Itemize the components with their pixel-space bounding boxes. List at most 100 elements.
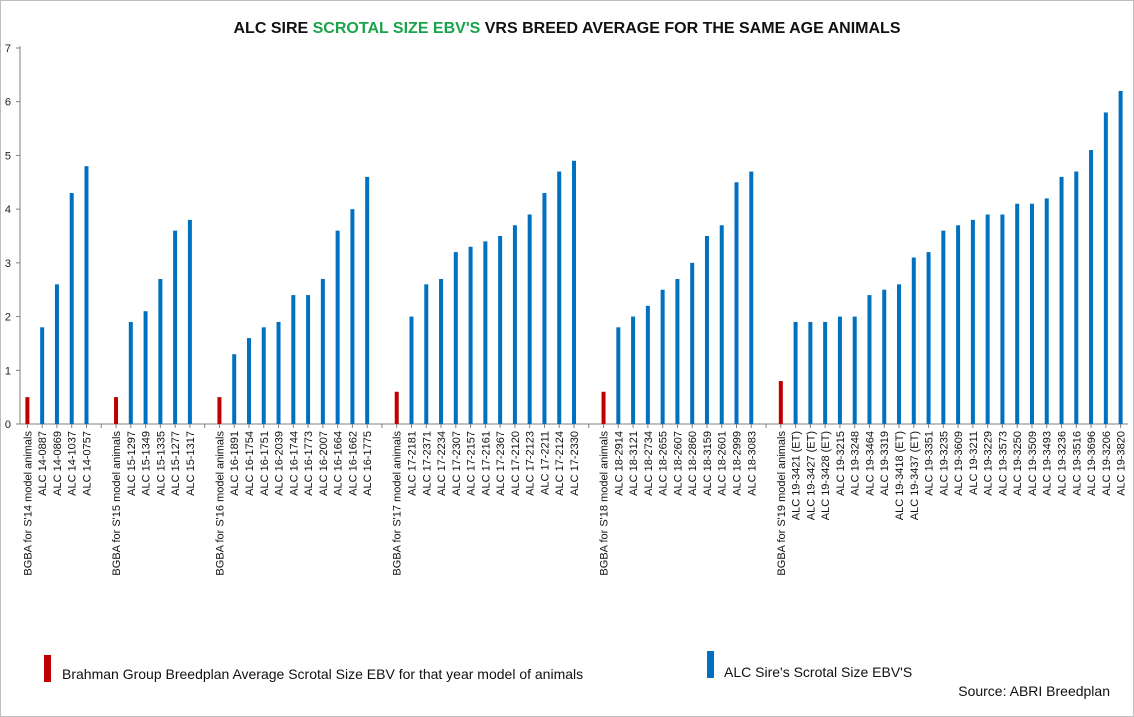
sire-bar bbox=[837, 316, 842, 424]
sire-bar bbox=[956, 225, 961, 424]
sire-bar bbox=[483, 241, 488, 424]
x-tick-label: BGBA for S'14 model animals bbox=[22, 431, 34, 576]
sire-bar bbox=[704, 236, 709, 424]
title-prefix: ALC SIRE bbox=[233, 20, 313, 37]
x-tick-label: ALC 15-1277 bbox=[170, 431, 182, 496]
sire-bar bbox=[54, 284, 59, 424]
x-tick-label: ALC 19-3428 (ET) bbox=[820, 431, 832, 520]
x-tick-label: ALC 17-2234 bbox=[436, 431, 448, 496]
x-tick-label: ALC 17-2120 bbox=[510, 431, 522, 496]
x-tick-label: BGBA for S'17 model animals bbox=[392, 431, 404, 576]
sire-bar bbox=[926, 252, 931, 424]
x-tick-label: ALC 19-3236 bbox=[1057, 431, 1069, 496]
sire-bar bbox=[690, 262, 695, 424]
x-tick-label: ALC 15-1349 bbox=[141, 431, 153, 496]
x-tick-label: ALC 16-1775 bbox=[362, 431, 374, 496]
average-bar bbox=[217, 397, 222, 424]
chart-title: ALC SIRE SCROTAL SIZE EBV'S VRS BREED AV… bbox=[0, 20, 1134, 38]
average-bar bbox=[25, 397, 30, 424]
x-tick-label: ALC 17-2307 bbox=[451, 431, 463, 496]
x-tick-label: ALC 17-2157 bbox=[466, 431, 478, 496]
x-tick-label: ALC 14-0869 bbox=[52, 431, 64, 496]
sire-bar bbox=[291, 295, 296, 424]
sire-bar bbox=[985, 214, 990, 424]
x-tick-label: ALC 16-1891 bbox=[229, 431, 241, 496]
x-tick-label: ALC 18-3159 bbox=[702, 431, 714, 496]
sire-bar bbox=[572, 160, 576, 425]
x-tick-label: ALC 19-3696 bbox=[1086, 431, 1098, 496]
x-tick-label: ALC 19-3206 bbox=[1101, 431, 1113, 496]
sire-bar bbox=[335, 230, 340, 424]
y-tick-label: 5 bbox=[5, 150, 11, 162]
sire-bar bbox=[246, 338, 251, 424]
sire-bar bbox=[320, 278, 325, 424]
sire-bar bbox=[675, 278, 680, 424]
sire-bar bbox=[645, 305, 650, 424]
sire-bar bbox=[1103, 112, 1108, 424]
y-tick-label: 0 bbox=[5, 419, 11, 431]
x-tick-label: ALC 18-2860 bbox=[687, 431, 699, 496]
sire-bar bbox=[1029, 203, 1034, 424]
sire-bar bbox=[1089, 150, 1094, 425]
sire-bar bbox=[453, 252, 458, 424]
x-tick-label: ALC 14-1037 bbox=[67, 431, 79, 496]
x-tick-label: ALC 18-3083 bbox=[746, 431, 758, 496]
x-tick-label: ALC 18-2999 bbox=[732, 431, 744, 496]
sire-bar bbox=[512, 225, 517, 424]
sire-bar bbox=[719, 225, 724, 424]
x-tick-label: ALC 18-2607 bbox=[672, 431, 684, 496]
sire-bar bbox=[350, 209, 355, 424]
y-tick-label: 4 bbox=[5, 204, 11, 216]
sire-bar bbox=[1118, 90, 1123, 424]
sire-bar bbox=[128, 321, 133, 424]
x-tick-label: ALC 17-2181 bbox=[406, 431, 418, 496]
average-bar bbox=[778, 381, 783, 424]
sire-bar bbox=[84, 166, 89, 424]
sire-bar bbox=[734, 182, 739, 424]
x-tick-label: BGBA for S'15 model animals bbox=[111, 431, 123, 576]
x-tick-label: ALC 16-1744 bbox=[288, 431, 300, 496]
legend-swatch-average bbox=[44, 655, 51, 682]
legend-label-sire: ALC Sire's Scrotal Size EBV'S bbox=[724, 664, 913, 680]
x-tick-label: ALC 19-3229 bbox=[983, 431, 995, 496]
x-tick-label: ALC 17-2123 bbox=[525, 431, 537, 496]
x-tick-label: ALC 19-3437 (ET) bbox=[909, 431, 921, 520]
x-tick-label: ALC 19-3464 bbox=[864, 431, 876, 496]
sire-bar bbox=[527, 214, 532, 424]
title-highlight: SCROTAL SIZE EBV'S bbox=[312, 20, 481, 37]
sire-bar bbox=[173, 230, 178, 424]
x-tick-label: ALC 15-1297 bbox=[126, 431, 138, 496]
source-note: Source: ABRI Breedplan bbox=[958, 683, 1110, 699]
sire-bar bbox=[468, 246, 473, 424]
sire-bar bbox=[306, 295, 311, 424]
sire-bar bbox=[187, 219, 192, 424]
x-tick-label: ALC 19-3493 bbox=[1042, 431, 1054, 496]
sire-bar bbox=[970, 219, 975, 424]
x-tick-label: ALC 16-1662 bbox=[347, 431, 359, 496]
x-tick-label: ALC 16-1751 bbox=[259, 431, 271, 496]
sire-bar bbox=[808, 321, 813, 424]
x-tick-label: ALC 19-3509 bbox=[1027, 431, 1039, 496]
sire-bar bbox=[424, 284, 429, 424]
sire-bar bbox=[69, 193, 74, 424]
x-tick-label: ALC 19-3215 bbox=[835, 431, 847, 496]
x-tick-label: ALC 19-3421 (ET) bbox=[791, 431, 803, 520]
x-tick-label: ALC 19-3609 bbox=[953, 431, 965, 496]
title-suffix: VRS BREED AVERAGE FOR THE SAME AGE ANIMA… bbox=[480, 20, 901, 37]
x-tick-label: ALC 19-3319 bbox=[879, 431, 891, 496]
x-tick-label: ALC 15-1335 bbox=[155, 431, 167, 496]
sire-bar bbox=[897, 284, 902, 424]
x-tick-label: ALC 19-3820 bbox=[1116, 431, 1128, 496]
x-tick-label: ALC 19-3573 bbox=[997, 431, 1009, 496]
sire-bar bbox=[1059, 176, 1064, 424]
sire-bar bbox=[867, 295, 872, 424]
sire-bar bbox=[365, 176, 370, 424]
y-tick-label: 7 bbox=[5, 43, 11, 55]
sire-bar bbox=[232, 354, 237, 424]
average-bar bbox=[601, 391, 606, 424]
sire-bar bbox=[1044, 198, 1049, 424]
x-tick-label: ALC 16-2007 bbox=[318, 431, 330, 496]
x-tick-label: ALC 19-3211 bbox=[968, 431, 980, 495]
average-bar bbox=[394, 391, 399, 424]
